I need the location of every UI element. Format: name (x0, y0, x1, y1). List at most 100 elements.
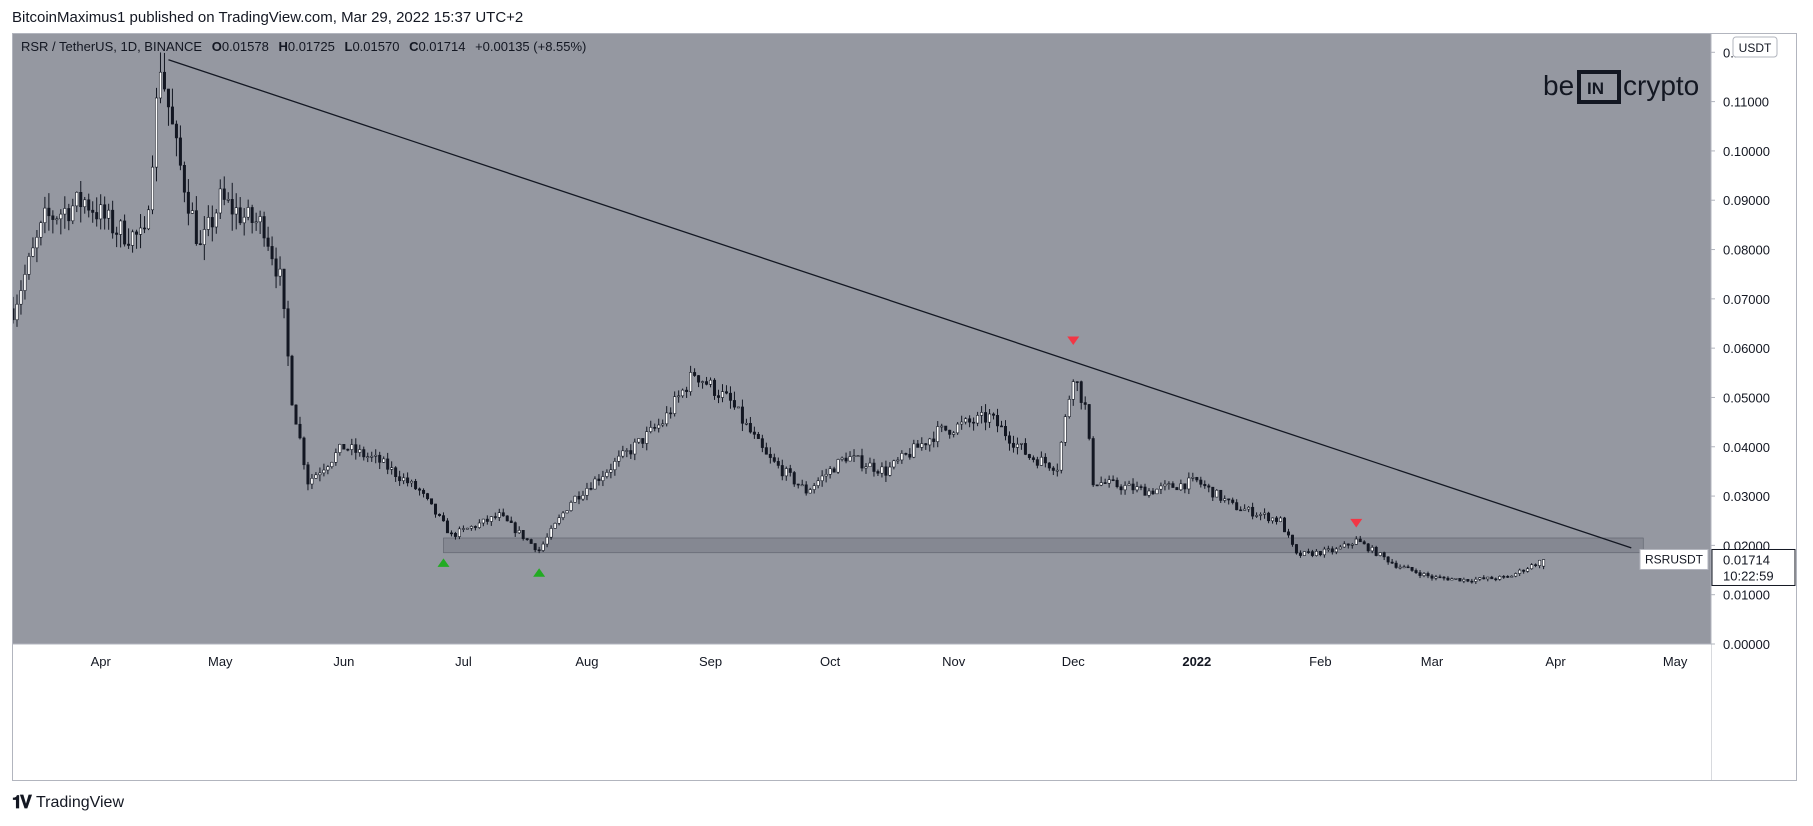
candle-body (776, 461, 780, 466)
candle-body (525, 538, 529, 540)
price-tick-label: 0.00000 (1723, 637, 1770, 652)
candle-body (75, 191, 79, 207)
candle-body (1067, 399, 1071, 417)
candle-body (832, 468, 836, 473)
candle-body (238, 207, 242, 224)
candle-body (625, 450, 629, 452)
candle-body (1518, 569, 1522, 574)
candle-body (912, 443, 916, 458)
candle-body (306, 464, 310, 485)
candle-body (158, 71, 162, 99)
candle-body (900, 453, 904, 461)
candle-body (1442, 576, 1446, 579)
candle-body (497, 512, 501, 518)
candle-body (99, 204, 103, 220)
candle-body (1310, 551, 1314, 556)
candle-body (780, 465, 784, 477)
candle-body (772, 457, 776, 462)
candle-body (517, 530, 521, 534)
price-tick-label: 0.09000 (1723, 193, 1770, 208)
candle-body (358, 449, 362, 453)
price-chart[interactable]: RSR / TetherUS, 1D, BINANCE O0.01578 H0.… (13, 34, 1796, 780)
candle-body (533, 543, 537, 551)
candle-body (677, 395, 681, 398)
candle-body (262, 216, 266, 239)
candle-body (402, 477, 406, 482)
candle-body (1027, 454, 1031, 459)
candle-body (322, 469, 326, 474)
price-axis[interactable]: 0.120000.110000.100000.090000.080000.070… (1710, 34, 1796, 780)
footer-brand: TradingView (35, 793, 124, 811)
candle-body (976, 415, 980, 424)
price-tick-label: 0.08000 (1723, 243, 1770, 258)
candle-body (1410, 566, 1414, 571)
candle-body (804, 484, 808, 494)
candle-body (1482, 577, 1486, 580)
candle-body (91, 209, 95, 213)
candle-body (206, 217, 210, 230)
candle-body (1326, 548, 1330, 551)
candle-body (1031, 457, 1035, 460)
candle-body (1354, 538, 1358, 545)
candle-body (1051, 467, 1055, 471)
candle-body (1338, 546, 1342, 550)
candle-body (940, 425, 944, 428)
candle-body (553, 522, 557, 529)
candle-body (816, 480, 820, 486)
candle-body (390, 467, 394, 470)
candle-body (302, 437, 306, 466)
descending-trendline (168, 59, 1632, 549)
candle-body (350, 444, 354, 450)
candle-body (1231, 499, 1235, 503)
support-zone-layer (443, 537, 1644, 554)
candle-body (441, 515, 445, 522)
candle-body (258, 216, 262, 223)
candle-body (1259, 514, 1263, 516)
candle-body (366, 456, 370, 458)
candle-body (1091, 438, 1095, 486)
candle-body (1043, 456, 1047, 464)
candle-body (13, 308, 15, 321)
candles-layer (13, 52, 1546, 584)
change-value: +0.00135 (+8.55%) (475, 39, 586, 54)
candle-body (1334, 548, 1338, 553)
footer: 𝟏𝐕 TradingView (12, 792, 124, 813)
candle-body (71, 205, 75, 222)
candle-body (1358, 538, 1362, 543)
candle-body (103, 204, 107, 219)
candle-body (67, 208, 71, 222)
candle-body (1434, 576, 1438, 579)
candle-body (856, 455, 860, 457)
candle-body (437, 513, 441, 516)
symbol-badge: RSRUSDT (1645, 552, 1704, 566)
price-tick-label: 0.04000 (1723, 440, 1770, 455)
bottom-marker (437, 558, 450, 567)
candle-body (673, 396, 677, 414)
candle-body (234, 207, 238, 215)
candle-body (469, 526, 473, 529)
candle-body (1390, 561, 1394, 564)
currency-badge[interactable]: USDT (1732, 36, 1778, 58)
candle-body (1458, 578, 1462, 582)
candle-body (166, 88, 170, 108)
time-tick-label: Aug (575, 654, 598, 669)
candle-body (254, 221, 258, 224)
candle-body (1000, 425, 1004, 428)
candle-body (892, 460, 896, 468)
candle-body (944, 425, 948, 431)
candle-body (1003, 425, 1007, 437)
candle-body (246, 207, 250, 218)
candle-body (1490, 576, 1494, 580)
candle-body (1346, 543, 1350, 546)
candle-body (1183, 483, 1187, 490)
candle-body (744, 422, 748, 425)
candle-body (47, 207, 51, 217)
time-tick-label: Sep (699, 654, 722, 669)
time-axis[interactable]: Apr May Jun Jul Aug Sep Oct Nov Dec 2022 Feb Mar Apr… (13, 643, 1711, 780)
bottom-marker (533, 568, 546, 577)
candle-body (485, 518, 489, 522)
candle-body (888, 466, 892, 476)
candle-body (294, 404, 298, 425)
candle-body (286, 308, 290, 357)
candle-body (398, 476, 402, 482)
